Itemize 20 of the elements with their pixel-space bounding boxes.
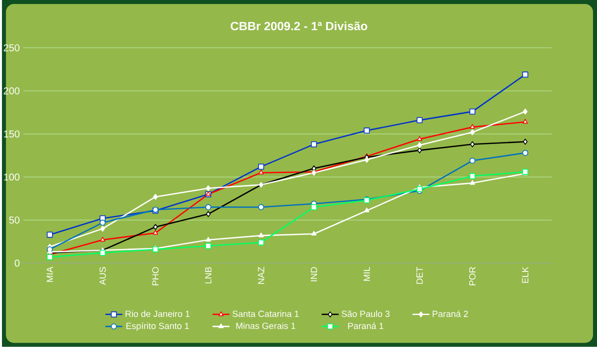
legend-label: Santa Catarina 1 bbox=[232, 310, 299, 318]
legend-label: São Paulo 3 bbox=[342, 310, 390, 318]
legend-label: Minas Gerais 1 bbox=[236, 322, 296, 330]
x-tick-label: IND bbox=[310, 267, 318, 282]
chart-title: CBBr 2009.2 - 1ª Divisão bbox=[230, 22, 368, 30]
x-tick-label: ELK bbox=[522, 266, 528, 283]
x-tick-label: POR bbox=[469, 267, 476, 286]
x-tick-label: MIA bbox=[46, 266, 53, 282]
legend-label: Paraná 2 bbox=[432, 310, 468, 318]
legend-label: Paraná 1 bbox=[348, 322, 384, 330]
y-tick-label: 0 bbox=[14, 260, 20, 267]
x-tick-label: MIL bbox=[364, 267, 370, 281]
legend-label: Rio de Janeiro 1 bbox=[126, 310, 190, 318]
legend-label: Espírito Santo 1 bbox=[126, 322, 189, 331]
y-tick-label: 50 bbox=[9, 216, 20, 224]
x-tick-label: PHO bbox=[152, 267, 159, 286]
x-tick-label: DET bbox=[416, 266, 423, 284]
x-tick-label: AUS bbox=[99, 267, 106, 286]
x-tick-label: LNB bbox=[205, 267, 212, 284]
x-tick-label: NAZ bbox=[258, 266, 264, 284]
